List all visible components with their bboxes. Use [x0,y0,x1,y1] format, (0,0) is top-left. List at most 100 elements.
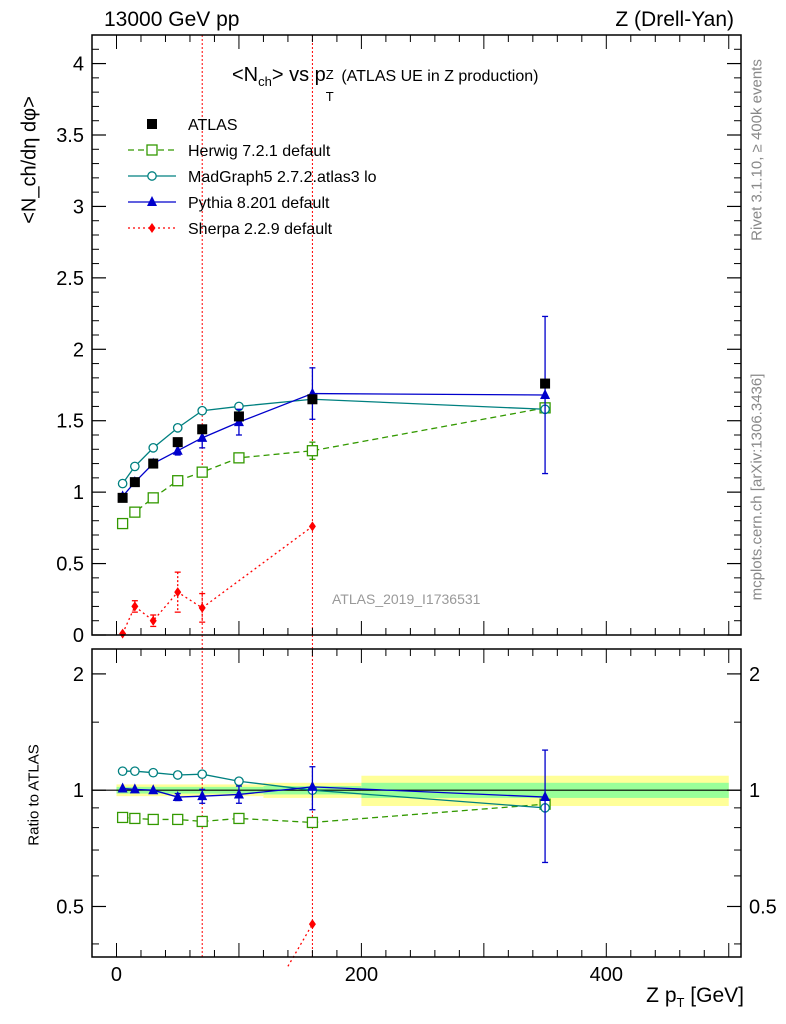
ratio-madgraph5-2-7-2-atlas3-lo-point-1 [130,766,140,777]
title-sub-ch: ch [258,74,272,89]
main-atlas-point-2 [148,458,159,469]
ratio-pythia-8-201-default-point-6 [307,780,318,791]
main-herwig-7-2-1-default-point-6 [306,445,319,457]
main-ytick-label-3: 1.5 [56,411,84,433]
header-left: 13000 GeV pp [104,8,240,31]
main-sherpa-2-2-9-default-point-2 [149,615,157,626]
main-herwig-7-2-1-default-point-2 [147,492,159,504]
ratio-pythia-8-201-default-point-0 [117,782,128,793]
ratio-ytick-label-right-1: 1 [749,780,760,802]
main-atlas-point-7 [540,378,551,389]
legend-sherpa-2-2-9-default-label: Sherpa 2.2.9 default [188,221,333,238]
main-ytick-label-7: 3.5 [56,125,84,147]
main-atlas-point-5 [233,411,244,422]
main-ytick-label-1: 0.5 [56,554,84,576]
ratio-herwig-7-2-1-default-point-4 [196,815,208,828]
main-atlas-point-3 [172,437,183,448]
main-y-axis-label: <N_ch/dη dφ> [18,96,41,224]
ratio-madgraph5-2-7-2-atlas3-lo-point-3 [172,770,183,780]
main-sherpa-2-2-9-default-line [122,525,313,634]
main-atlas-point-1 [129,477,140,488]
main-madgraph5-2-7-2-atlas3-lo-point-1 [130,461,140,472]
main-atlas-point-6 [307,394,318,405]
xlabel-sub-t: T [676,995,685,1011]
x-axis-label: Z pT [GeV] [646,984,744,1010]
xlabel-part-zp: Z p [646,984,677,1007]
ratio-ytick-label-right-2: 2 [749,664,760,686]
main-madgraph5-2-7-2-atlas3-lo-line [122,398,546,484]
ratio-ytick-label-right-0: 0.5 [749,896,777,918]
legend-atlas-marker [147,119,157,129]
legend-herwig-7-2-1-default-label: Herwig 7.2.1 default [188,143,331,160]
ratio-y-axis-label: Ratio to ATLAS [25,744,43,846]
ratio-pythia-8-201-default-point-2 [148,784,159,795]
ratio-herwig-7-2-1-default-point-2 [147,813,159,826]
header-right: Z (Drell-Yan) [615,8,734,31]
main-ytick-label-5: 2.5 [56,268,84,290]
title-part-tail: (ATLAS UE in Z production) [341,68,539,85]
main-ytick-label-4: 2 [73,339,84,361]
ratio-herwig-7-2-1-default-point-5 [233,812,245,825]
ratio-madgraph5-2-7-2-atlas3-lo-point-0 [117,766,128,777]
ratio-sherpa-2-2-9-default-point-1 [308,919,316,930]
ratio-pythia-8-201-default-point-3 [172,791,183,802]
ratio-ytick-label-left-0: 0.5 [56,896,84,918]
ratio-pythia-8-201-default-point-1 [129,783,140,794]
title-sub-t: T [325,89,334,104]
main-herwig-7-2-1-default-line [122,407,546,525]
legend-madgraph5-2-7-2-atlas3-lo-label: MadGraph5 2.7.2.atlas3 lo [188,169,377,186]
main-sherpa-2-2-9-default-point-5 [308,521,316,532]
main-sherpa-2-2-9-default-point-0 [119,628,127,639]
main-ytick-label-2: 1 [73,482,84,504]
title-part-vs: > vs p [271,64,326,86]
ratio-pythia-8-201-default-point-7 [540,791,551,802]
main-herwig-7-2-1-default-point-5 [233,452,245,464]
main-ytick-label-0: 0 [73,625,84,647]
ratio-herwig-7-2-1-default-point-3 [172,813,184,826]
main-ytick-label-8: 4 [73,54,84,76]
main-atlas-point-4 [197,424,208,435]
ratio-ytick-label-left-2: 2 [73,664,84,686]
title-part-n: <N [232,64,259,86]
legend-sherpa-2-2-9-default-marker [148,223,156,233]
ratio-madgraph5-2-7-2-atlas3-lo-point-2 [148,767,159,778]
ratio-herwig-7-2-1-default-point-1 [129,812,141,825]
legend-pythia-8-201-default-marker [147,196,157,206]
ratio-sherpa-2-2-9-default-line [287,923,313,967]
main-herwig-7-2-1-default-point-3 [172,475,184,487]
ratio-xtick-label-0: 0 [111,964,122,986]
ratio-pythia-8-201-default-point-5 [233,788,244,799]
title-sup-z: Z [325,67,334,82]
main-herwig-7-2-1-default-point-0 [116,517,129,530]
rivet-label: Rivet 3.1.10, ≥ 400k events [748,59,766,241]
ratio-plot-frame [91,648,742,958]
ratio-xtick-label-1: 200 [345,964,378,986]
watermark: ATLAS_2019_I1736531 [332,591,481,607]
main-pythia-8-201-default-line [122,392,546,497]
main-sherpa-2-2-9-default-point-1 [131,601,139,612]
main-madgraph5-2-7-2-atlas3-lo-point-0 [117,478,128,489]
main-madgraph5-2-7-2-atlas3-lo-point-2 [148,443,159,453]
ratio-xtick-label-2: 400 [590,964,623,986]
legend-pythia-8-201-default-label: Pythia 8.201 default [188,195,330,212]
ratio-ytick-label-left-1: 1 [73,780,84,802]
legend-atlas-label: ATLAS [188,117,238,134]
xlabel-part-unit: [GeV] [690,984,744,1007]
ratio-herwig-7-2-1-default-point-0 [116,811,129,824]
main-sherpa-2-2-9-default-point-4 [198,602,206,613]
main-pythia-8-201-default-point-3 [172,444,183,455]
ratio-herwig-7-2-1-default-point-6 [306,816,319,829]
main-herwig-7-2-1-default-point-1 [129,506,141,518]
main-madgraph5-2-7-2-atlas3-lo-point-3 [172,423,183,433]
main-pythia-8-201-default-point-4 [197,431,208,442]
ratio-pythia-8-201-default-point-4 [197,790,208,801]
ratio-madgraph5-2-7-2-atlas3-lo-point-4 [197,769,208,780]
main-madgraph5-2-7-2-atlas3-lo-point-4 [197,405,208,416]
mcplots-label: mcplots.cern.ch [arXiv:1306.3436] [748,373,766,601]
main-atlas-point-0 [117,492,128,503]
main-ytick-label-6: 3 [73,196,84,218]
main-sherpa-2-2-9-default-point-3 [174,587,182,598]
legend-madgraph5-2-7-2-atlas3-lo-marker [147,171,157,181]
